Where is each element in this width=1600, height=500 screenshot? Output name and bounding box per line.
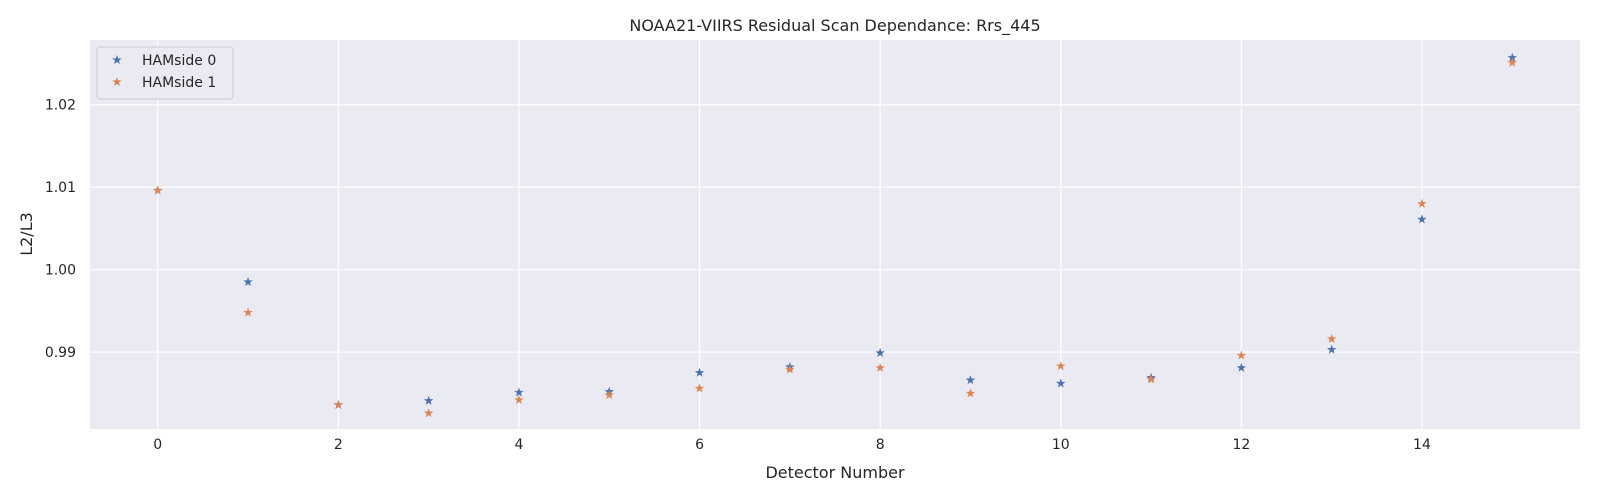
data-point <box>604 390 614 400</box>
x-tick-label: 10 <box>1052 437 1070 453</box>
data-point <box>875 347 885 358</box>
legend-label: HAMside 0 <box>142 53 216 69</box>
plot-area <box>90 40 1580 429</box>
data-point <box>243 277 253 287</box>
data-point <box>965 388 976 398</box>
data-point <box>1236 362 1247 372</box>
data-point <box>875 362 885 372</box>
legend-label: HAMside 1 <box>142 75 216 91</box>
data-point <box>514 387 524 397</box>
data-point <box>1417 198 1427 208</box>
data-point <box>965 375 976 385</box>
legend-marker <box>112 55 122 65</box>
data-point <box>1056 378 1066 388</box>
data-point <box>423 408 434 418</box>
data-point <box>1507 52 1518 62</box>
y-tick-label: 0.99 <box>45 345 76 361</box>
y-tick-label: 1.00 <box>45 263 76 279</box>
data-point <box>785 364 795 374</box>
data-point <box>152 185 163 195</box>
x-tick-label: 2 <box>334 437 343 453</box>
x-tick-label: 12 <box>1232 437 1250 453</box>
x-tick-label: 0 <box>153 437 162 453</box>
data-point <box>423 395 434 405</box>
chart-title: NOAA21-VIIRS Residual Scan Dependance: R… <box>629 16 1040 36</box>
data-point <box>333 399 344 409</box>
data-point <box>1056 361 1066 371</box>
data-point <box>1417 214 1427 224</box>
y-tick-label: 1.02 <box>45 98 76 114</box>
y-tick-labels: 0.99 1.00 1.01 1.02 <box>45 98 76 361</box>
legend: HAMside 0 HAMside 1 <box>96 46 234 100</box>
data-point <box>1326 344 1337 354</box>
data-point <box>243 307 253 317</box>
data-point <box>514 394 524 405</box>
data-point <box>694 383 705 393</box>
x-tick-label: 6 <box>695 437 704 453</box>
x-axis-label: Detector Number <box>765 463 905 482</box>
data-point <box>694 367 705 377</box>
x-tick-label: 8 <box>876 437 885 453</box>
x-tick-label: 4 <box>514 437 523 453</box>
legend-marker <box>112 77 122 87</box>
y-tick-label: 1.01 <box>45 180 76 196</box>
y-axis-label: L2/L3 <box>17 212 36 256</box>
x-tick-label: 14 <box>1413 437 1431 453</box>
grid-lines <box>90 40 1580 429</box>
data-point <box>1507 57 1518 67</box>
data-point <box>1326 333 1337 343</box>
data-points <box>152 52 1518 418</box>
legend-box <box>96 46 234 100</box>
x-tick-labels: 0 2 4 6 8 10 12 14 <box>153 437 1431 453</box>
data-point <box>1236 350 1247 360</box>
data-point <box>1146 374 1156 384</box>
series-1 <box>152 57 1518 418</box>
